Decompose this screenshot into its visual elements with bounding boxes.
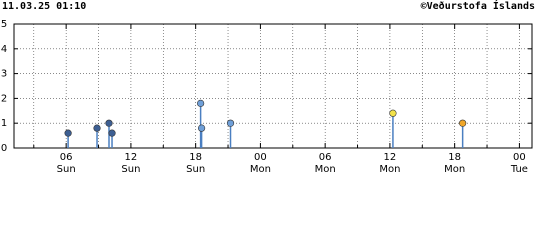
marker bbox=[197, 124, 206, 132]
x-tick-label: 18 bbox=[189, 152, 202, 163]
marker bbox=[64, 129, 72, 137]
x-tick-day: Tue bbox=[510, 164, 528, 175]
marker bbox=[93, 124, 101, 132]
marker bbox=[459, 119, 467, 127]
x-tick-label: 18 bbox=[448, 152, 461, 163]
marker bbox=[197, 99, 205, 107]
chart-title: 11.03.25 01:10 bbox=[2, 1, 86, 12]
x-tick-day: Sun bbox=[121, 164, 140, 175]
marker bbox=[389, 109, 397, 117]
marker bbox=[105, 119, 113, 127]
y-tick-label: 3 bbox=[1, 69, 7, 80]
x-tick-label: 06 bbox=[319, 152, 332, 163]
x-tick-day: Mon bbox=[315, 164, 336, 175]
x-tick-label: 12 bbox=[125, 152, 138, 163]
x-tick-label: 00 bbox=[254, 152, 267, 163]
credit: ©Veðurstofa Íslands bbox=[421, 0, 535, 12]
x-tick-day: Mon bbox=[444, 164, 465, 175]
x-tick-day: Sun bbox=[186, 164, 205, 175]
y-tick-label: 4 bbox=[1, 44, 7, 55]
plot-frame bbox=[13, 23, 533, 149]
chart: 11.03.25 01:10 ©Veðurstofa Íslands 01234… bbox=[1, 0, 535, 175]
y-tick-label: 2 bbox=[1, 93, 7, 104]
y-tick-label: 0 bbox=[1, 143, 7, 154]
x-tick-day: Sun bbox=[57, 164, 76, 175]
x-tick-day: Mon bbox=[379, 164, 400, 175]
marker bbox=[108, 129, 116, 137]
x-tick-label: 00 bbox=[513, 152, 526, 163]
x-tick-label: 12 bbox=[384, 152, 397, 163]
marker bbox=[226, 119, 235, 127]
y-tick-label: 5 bbox=[1, 19, 7, 30]
y-tick-label: 1 bbox=[1, 118, 7, 129]
x-tick-label: 06 bbox=[60, 152, 73, 163]
x-tick-day: Mon bbox=[250, 164, 271, 175]
